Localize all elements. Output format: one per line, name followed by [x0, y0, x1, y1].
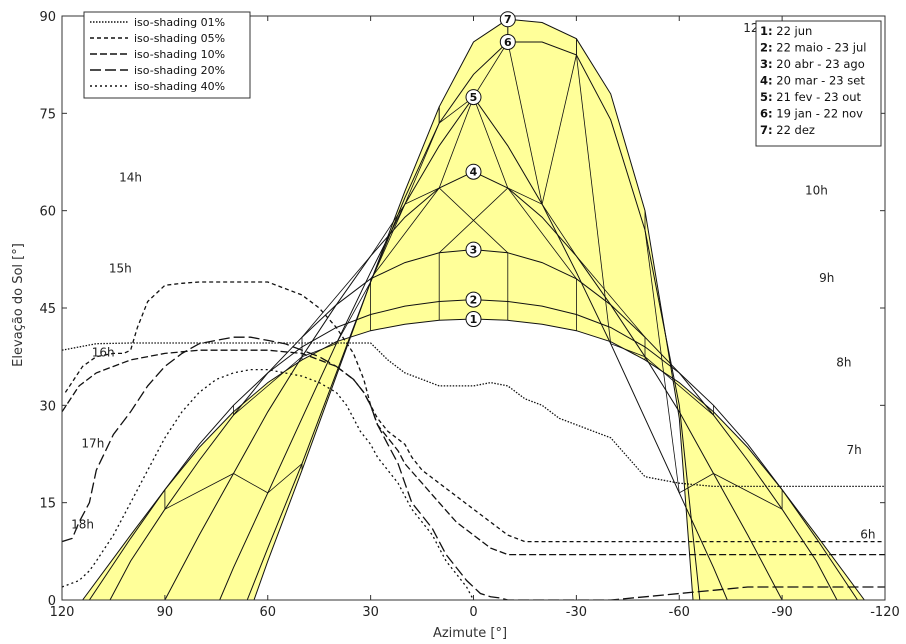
hour-label: 17h: [81, 437, 104, 451]
date-entry: 2: 22 maio - 23 jul: [760, 41, 866, 55]
legend-entry: iso-shading 05%: [134, 32, 225, 45]
date-entry-label: 19 jan - 22 nov: [773, 107, 864, 121]
day-marker-circle: [465, 311, 482, 328]
iso-shading-line: [62, 336, 885, 600]
x-tick-label: 90: [157, 605, 174, 620]
shading-legend-box: [83, 11, 251, 99]
x-tick-label: -90: [772, 605, 793, 620]
hour-label: 8h: [836, 355, 851, 369]
date-entry-label: 22 jun: [773, 24, 813, 38]
date-entry-label: 20 abr - 23 ago: [773, 57, 865, 71]
hour-line: [233, 281, 371, 416]
hour-label: 10h: [805, 183, 828, 197]
day-marker-4: 4: [465, 163, 482, 180]
hour-label: 9h: [819, 271, 834, 285]
x-axis-label: Azimute [°]: [433, 626, 507, 641]
hour-line: [644, 210, 783, 510]
sun-region: [82, 19, 865, 600]
hour-label: 18h: [71, 518, 94, 532]
date-legend-box: [755, 20, 882, 147]
hour-line: [164, 462, 303, 510]
x-tick-label: 120: [50, 605, 75, 620]
day-marker-number: 3: [470, 244, 478, 257]
iso-shading-line: [62, 349, 885, 556]
day-marker-number: 5: [470, 91, 478, 104]
y-tick-label: 75: [39, 107, 56, 122]
legend-entry: iso-shading 20%: [134, 64, 225, 77]
day-marker-7: 7: [499, 11, 516, 28]
day-marker-circle: [465, 241, 482, 258]
date-entry-number: 4:: [760, 74, 773, 88]
day-marker-number: 7: [504, 13, 512, 26]
iso-shading-line: [62, 368, 475, 600]
y-tick-label: 15: [39, 497, 56, 512]
y-tick-label: 60: [39, 205, 56, 220]
hour-label: 16h: [92, 346, 115, 360]
date-entry-label: 20 mar - 23 set: [773, 74, 866, 88]
date-entry-label: 21 fev - 23 out: [773, 90, 862, 104]
y-axis-label: Elevação do Sol [°]: [11, 243, 26, 367]
date-entry-number: 5:: [760, 90, 773, 104]
date-entry: 1: 22 jun: [760, 24, 812, 38]
day-marker-number: 6: [504, 36, 512, 49]
day-marker-1: 1: [465, 311, 482, 328]
day-marker-6: 6: [499, 33, 516, 50]
date-entry-number: 7:: [760, 123, 773, 137]
sun-path-7: [253, 18, 694, 600]
y-tick-label: 90: [39, 10, 56, 25]
date-entry: 4: 20 mar - 23 set: [760, 74, 865, 88]
y-tick-label: 0: [48, 594, 56, 609]
hour-label: 15h: [109, 261, 132, 275]
date-entry: 6: 19 jan - 22 nov: [760, 107, 863, 121]
day-marker-2: 2: [465, 291, 482, 308]
x-tick-label: 60: [259, 605, 276, 620]
day-marker-circle: [465, 163, 482, 180]
date-entry-number: 6:: [760, 107, 773, 121]
date-entry-number: 2:: [760, 41, 773, 55]
x-tick-label: -120: [870, 605, 900, 620]
day-marker-circle: [499, 33, 516, 50]
day-marker-number: 1: [470, 313, 478, 326]
y-tick-label: 45: [39, 302, 56, 317]
hour-label: 6h: [860, 527, 875, 541]
day-marker-circle: [499, 11, 516, 28]
date-entry: 3: 20 abr - 23 ago: [760, 57, 865, 71]
date-entry-label: 22 maio - 23 jul: [773, 41, 867, 55]
shading-legend: iso-shading 01% iso-shading 05% iso-shadin…: [83, 11, 251, 99]
y-tick-label: 30: [39, 399, 56, 414]
legend-entry: iso-shading 40%: [134, 80, 225, 93]
day-marker-circle: [465, 291, 482, 308]
day-marker-3: 3: [465, 241, 482, 258]
hour-label: 7h: [847, 443, 862, 457]
x-tick-label: 0: [469, 605, 477, 620]
day-marker-5: 5: [465, 89, 482, 106]
x-tick-label: -60: [669, 605, 690, 620]
sun-path-6: [246, 41, 701, 600]
iso-shading-line: [64, 281, 885, 543]
day-marker-number: 4: [470, 166, 478, 179]
day-marker-number: 2: [470, 294, 478, 307]
date-entry-number: 3:: [760, 57, 773, 71]
hour-label: 14h: [119, 170, 142, 184]
x-tick-label: -30: [566, 605, 587, 620]
hour-line: [370, 187, 509, 321]
date-entry-label: 22 dez: [773, 123, 815, 137]
date-entry: 5: 21 fev - 23 out: [760, 90, 862, 104]
hour-line: [438, 38, 577, 321]
x-tick-label: 30: [362, 605, 379, 620]
legend-entry: iso-shading 10%: [134, 48, 225, 61]
date-entry-number: 1:: [760, 24, 773, 38]
day-marker-circle: [465, 89, 482, 106]
date-entry: 7: 22 dez: [760, 123, 815, 137]
legend-entry: iso-shading 01%: [134, 16, 225, 29]
iso-shading-line: [62, 342, 885, 488]
